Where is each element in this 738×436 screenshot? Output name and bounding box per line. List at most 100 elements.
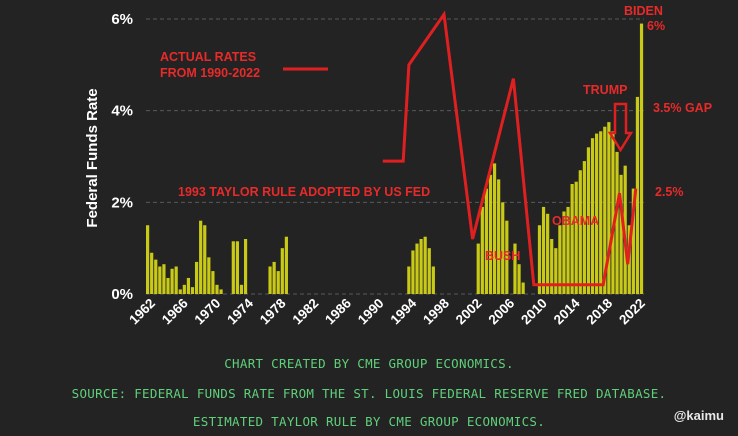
taylor-bar bbox=[219, 289, 223, 294]
taylor-bar bbox=[174, 266, 178, 294]
x-tick-label: 2014 bbox=[551, 295, 583, 327]
taylor-bar bbox=[419, 239, 423, 294]
taylor-bar bbox=[541, 206, 546, 294]
taylor-bar bbox=[194, 261, 199, 294]
taylor-bar bbox=[166, 277, 170, 294]
taylor-bar bbox=[239, 284, 244, 294]
taylor-bar bbox=[595, 133, 599, 294]
taylor-bar bbox=[607, 122, 611, 294]
taylor-bar bbox=[599, 131, 603, 294]
taylor-bar bbox=[411, 250, 415, 294]
annotation-obama: OBAMA bbox=[552, 214, 599, 228]
annotation-biden-value: 6% bbox=[647, 19, 665, 33]
y-tick-label: 4% bbox=[111, 103, 133, 120]
taylor-bar bbox=[631, 188, 635, 294]
taylor-bar bbox=[492, 163, 497, 294]
x-tick-label: 1982 bbox=[290, 296, 322, 328]
taylor-bar bbox=[276, 271, 280, 294]
taylor-bar bbox=[280, 248, 284, 294]
taylor-bar bbox=[284, 236, 288, 294]
taylor-bar bbox=[199, 220, 203, 294]
taylor-bar bbox=[170, 268, 174, 294]
y-tick-label: 6% bbox=[111, 11, 133, 28]
taylor-bar bbox=[578, 170, 582, 294]
taylor-bar bbox=[158, 266, 162, 294]
x-tick-label: 1986 bbox=[322, 295, 354, 327]
taylor-bar bbox=[190, 287, 195, 294]
taylor-bar bbox=[558, 225, 562, 294]
x-tick-label: 1974 bbox=[224, 295, 256, 327]
taylor-bar bbox=[407, 266, 411, 294]
taylor-bar bbox=[182, 284, 186, 294]
x-tick-label: 1998 bbox=[420, 295, 452, 327]
trump-arrow-icon bbox=[607, 102, 634, 153]
annotation-gap: 3.5% GAP bbox=[653, 101, 712, 115]
taylor-rule-bars bbox=[146, 23, 644, 295]
taylor-bar bbox=[162, 264, 166, 294]
footer-credit: CHART CREATED BY CME GROUP ECONOMICS. bbox=[224, 356, 514, 371]
taylor-bar bbox=[203, 225, 207, 294]
x-tick-label: 2022 bbox=[616, 296, 648, 328]
x-tick-label: 2002 bbox=[453, 296, 485, 328]
x-tick-label: 1970 bbox=[192, 296, 224, 328]
annotation-biden: BIDEN bbox=[624, 4, 663, 18]
federal-funds-chart: 0% 2% 4% 6% 1962 1966 1970 1974 1978 1982 1986 199… bbox=[84, 4, 712, 327]
taylor-bar bbox=[146, 225, 150, 294]
taylor-bar bbox=[582, 161, 586, 294]
taylor-bar bbox=[517, 264, 521, 294]
taylor-bar bbox=[590, 138, 595, 294]
y-axis-ticks: 0% 2% 4% 6% bbox=[111, 11, 133, 303]
taylor-bar bbox=[476, 243, 480, 294]
x-tick-label: 2018 bbox=[583, 295, 615, 327]
taylor-bar bbox=[211, 271, 215, 294]
x-tick-label: 1990 bbox=[355, 296, 387, 328]
taylor-bar bbox=[150, 252, 154, 294]
taylor-bar bbox=[615, 151, 619, 294]
taylor-bar bbox=[619, 174, 623, 294]
taylor-bar bbox=[501, 202, 505, 294]
taylor-bar bbox=[546, 213, 550, 294]
taylor-bar bbox=[603, 126, 607, 294]
taylor-bar bbox=[635, 96, 640, 295]
footer-method: ESTIMATED TAYLOR RULE BY CME GROUP ECONO… bbox=[192, 414, 546, 429]
annotation-bush: BUSH bbox=[485, 249, 520, 263]
annotation-actual-rates-1: ACTUAL RATES bbox=[160, 50, 256, 64]
taylor-bar bbox=[550, 239, 554, 294]
taylor-bar bbox=[272, 261, 276, 294]
x-tick-label: 2010 bbox=[518, 296, 550, 328]
annotation-2-5: 2.5% bbox=[655, 185, 684, 199]
taylor-bar bbox=[480, 206, 484, 294]
taylor-bar bbox=[562, 211, 566, 294]
taylor-bar bbox=[537, 225, 542, 294]
taylor-bar bbox=[521, 282, 525, 294]
taylor-bar bbox=[497, 179, 501, 294]
taylor-bar bbox=[431, 266, 435, 294]
taylor-bar bbox=[243, 239, 248, 294]
taylor-bar bbox=[488, 174, 493, 294]
annotation-trump: TRUMP bbox=[583, 83, 627, 97]
taylor-bar bbox=[235, 241, 240, 294]
taylor-bar bbox=[423, 236, 427, 294]
x-tick-label: 1994 bbox=[388, 295, 420, 327]
x-tick-label: 1978 bbox=[257, 295, 289, 327]
y-axis-label: Federal Funds Rate bbox=[84, 88, 101, 227]
taylor-bar bbox=[570, 184, 574, 294]
x-axis-ticks: 1962 1966 1970 1974 1978 1982 1986 1990 1994 1998… bbox=[126, 295, 648, 327]
taylor-bar bbox=[427, 248, 431, 294]
taylor-bar bbox=[505, 220, 509, 294]
taylor-bar bbox=[639, 23, 644, 294]
y-tick-label: 2% bbox=[111, 194, 133, 211]
y-tick-label: 0% bbox=[111, 286, 133, 303]
taylor-bar bbox=[586, 147, 591, 294]
taylor-bar bbox=[207, 257, 211, 294]
x-tick-label: 1966 bbox=[159, 295, 191, 327]
x-tick-label: 2006 bbox=[485, 295, 517, 327]
taylor-bar bbox=[415, 243, 419, 294]
annotation-taylor-rule: 1993 TAYLOR RULE ADOPTED BY US FED bbox=[178, 185, 430, 199]
taylor-bar bbox=[154, 259, 158, 294]
taylor-bar bbox=[574, 181, 578, 294]
taylor-bar bbox=[554, 248, 558, 294]
actual-rates-line bbox=[382, 10, 638, 287]
taylor-bar bbox=[186, 277, 191, 294]
